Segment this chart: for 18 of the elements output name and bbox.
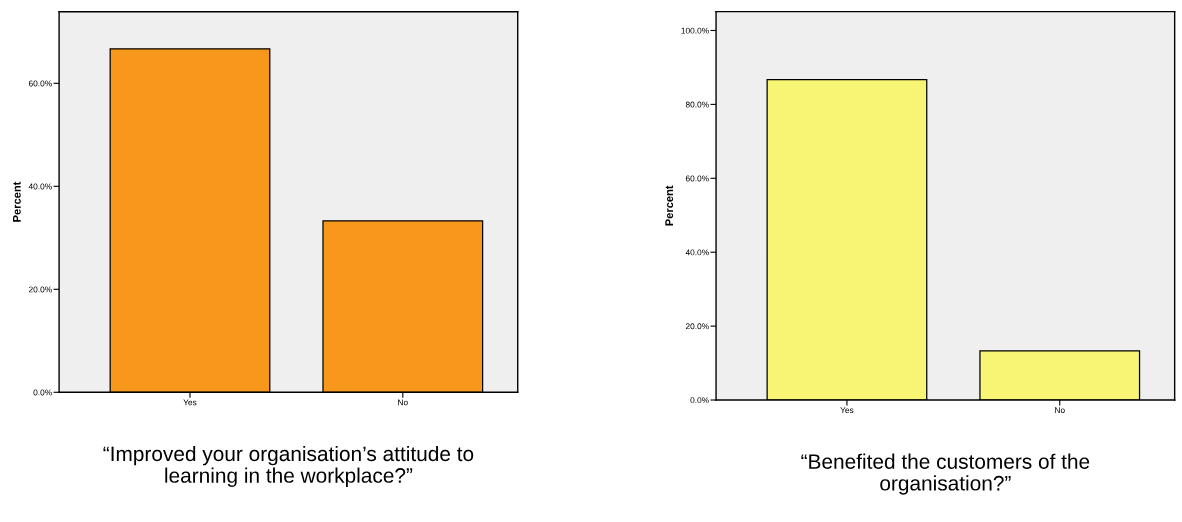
y-axis-title: Percent	[665, 185, 674, 226]
x-tick-label: No	[398, 399, 408, 406]
y-tick-label: 80.0%	[685, 101, 709, 108]
y-tick-label: 20.0%	[685, 323, 709, 330]
x-tick-label: No	[1055, 407, 1065, 414]
y-tick-label: 40.0%	[685, 249, 709, 256]
x-axis-title: “Improved your organisation’s attitude to learning in the workplace?”	[103, 445, 474, 487]
x-tick-label: Yes	[840, 407, 854, 414]
y-tick-label: 60.0%	[685, 175, 709, 182]
y-tick-label: 0.0%	[33, 389, 52, 396]
y-tick-label: 60.0%	[28, 80, 52, 87]
y-tick-label: 20.0%	[28, 286, 52, 293]
x-axis-title: “Benefited the customers of the organisation?”	[801, 453, 1090, 495]
x-tick-label: Yes	[183, 399, 197, 406]
y-tick-label: 0.0%	[690, 397, 709, 404]
y-tick-label: 100.0%	[681, 27, 709, 34]
y-tick-label: 40.0%	[28, 183, 52, 190]
y-axis-title: Percent	[13, 181, 21, 222]
